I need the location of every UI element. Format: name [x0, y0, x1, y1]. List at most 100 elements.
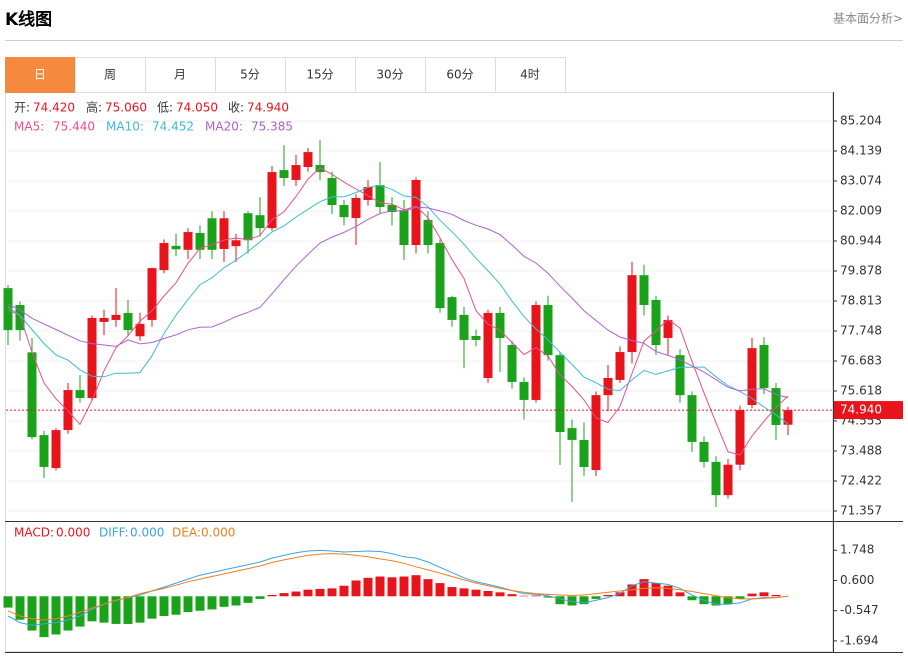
macd-bar	[195, 596, 205, 611]
macd-bar	[675, 592, 685, 597]
candle-body	[555, 355, 565, 433]
macd-bar	[243, 596, 253, 603]
macd-bar	[531, 595, 541, 597]
candle-body	[747, 348, 757, 406]
tab-label[interactable]: 周	[104, 68, 116, 82]
candle-body	[579, 439, 589, 467]
candle-body	[783, 410, 793, 425]
macd-bar	[495, 592, 505, 597]
macd-bar	[411, 575, 421, 597]
y-tick-label: 79.878	[840, 263, 882, 277]
macd-bar	[363, 577, 373, 597]
y-tick-label: 71.357	[840, 503, 882, 517]
last-price-tag	[834, 401, 903, 420]
legend-name: DEA:	[172, 526, 201, 540]
macd-bar	[507, 594, 517, 597]
y-tick-label: 73.488	[840, 443, 882, 457]
candle-body	[255, 215, 265, 229]
macd-bar	[135, 596, 145, 623]
legend-value: 75.060	[105, 101, 147, 115]
page-title: K线图	[5, 9, 52, 30]
candle-body	[159, 243, 169, 271]
candle-body	[75, 390, 85, 398]
candle-body	[399, 210, 409, 246]
legend-name: MA20:	[205, 120, 243, 134]
candle-body	[267, 172, 277, 229]
macd-bar	[27, 596, 37, 631]
tab[interactable]	[285, 57, 356, 93]
fundamental-link[interactable]: 基本面分析>	[833, 12, 903, 26]
y-tick-label: 84.139	[840, 143, 882, 157]
macd-bar	[315, 588, 325, 597]
macd-bar	[399, 576, 409, 597]
candle-body	[651, 299, 661, 346]
macd-bar	[723, 596, 733, 605]
candle-body	[303, 152, 313, 168]
macd-bar	[447, 587, 457, 597]
macd-bar	[567, 596, 577, 606]
candle-body	[507, 345, 517, 382]
y-tick-label: 78.813	[840, 293, 882, 307]
candle-body	[495, 312, 505, 338]
macd-bar	[3, 596, 13, 608]
legend-name: 高:	[86, 100, 102, 115]
candle-body	[123, 312, 133, 331]
tab[interactable]	[495, 57, 566, 93]
macd-bar	[123, 596, 133, 624]
candle-body	[543, 305, 553, 356]
candle-body	[135, 323, 145, 337]
tab-label[interactable]: 日	[34, 68, 46, 82]
macd-bar	[159, 596, 169, 617]
tab[interactable]	[5, 57, 76, 93]
candle-body	[363, 187, 373, 200]
legend-name: DIFF:	[99, 526, 129, 540]
tab-label[interactable]: 30分	[376, 68, 403, 82]
macd-bar	[327, 588, 337, 597]
macd-bar	[711, 596, 721, 606]
macd-bar	[339, 585, 349, 597]
macd-bar	[207, 596, 217, 610]
candle-body	[567, 428, 577, 440]
macd-bar	[255, 596, 265, 599]
macd-bar	[39, 596, 49, 638]
candle-body	[675, 355, 685, 396]
candle-body	[195, 232, 205, 250]
legend-name: MACD:	[14, 526, 54, 540]
candle-body	[183, 232, 193, 250]
candle-body	[435, 243, 445, 309]
y-tick-label: 72.422	[840, 473, 882, 487]
macd-line	[7, 549, 789, 626]
macd-bar	[111, 596, 121, 624]
macd-bar	[735, 596, 745, 599]
tab-label[interactable]: 15分	[306, 68, 333, 82]
tab[interactable]	[75, 57, 146, 93]
legend-value: 75.440	[53, 120, 95, 134]
macd-bar	[51, 596, 61, 635]
candle-body	[723, 464, 733, 496]
tab-label[interactable]: 月	[174, 68, 186, 82]
legend-name: 开:	[14, 101, 30, 115]
y-tick-label: 0.600	[840, 573, 874, 587]
macd-bar	[375, 576, 385, 597]
legend-name: MA5:	[14, 120, 44, 134]
candle-body	[603, 377, 613, 396]
candle-body	[51, 430, 61, 469]
macd-bar	[147, 596, 157, 619]
macd-bar	[471, 589, 481, 597]
candle-body	[327, 178, 337, 206]
candle-body	[207, 218, 217, 250]
macd-bar	[183, 596, 193, 613]
candle-body	[615, 352, 625, 380]
macd-bar	[291, 591, 301, 597]
macd-bar	[279, 593, 289, 597]
macd-bar	[351, 580, 361, 597]
y-tick-label: 83.074	[840, 173, 882, 187]
candle-body	[27, 352, 37, 438]
tab-label[interactable]: 60分	[446, 68, 473, 82]
tab-label[interactable]: 4时	[520, 68, 540, 82]
candle-body	[375, 185, 385, 208]
y-tick-label: 76.683	[840, 353, 882, 367]
candle-body	[423, 219, 433, 246]
tab-label[interactable]: 5分	[240, 68, 260, 82]
candle-body	[39, 435, 49, 467]
